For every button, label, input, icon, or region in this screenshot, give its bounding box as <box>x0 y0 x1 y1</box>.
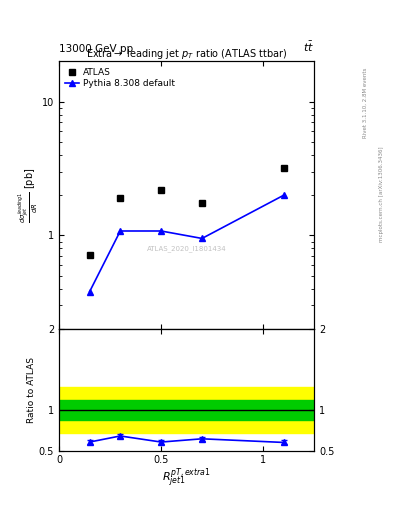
Line: Pythia 8.308 default: Pythia 8.308 default <box>86 191 287 295</box>
Y-axis label: $\frac{d\sigma^{leading1}_{jet}}{dR}$ [pb]: $\frac{d\sigma^{leading1}_{jet}}{dR}$ [p… <box>17 167 40 223</box>
Title: Extra$\rightarrow$ leading jet $p_T$ ratio (ATLAS ttbar): Extra$\rightarrow$ leading jet $p_T$ rat… <box>86 47 287 61</box>
Text: mcplots.cern.ch [arXiv:1306.3436]: mcplots.cern.ch [arXiv:1306.3436] <box>379 147 384 242</box>
ATLAS <box>200 200 204 206</box>
Text: $t\bar{t}$: $t\bar{t}$ <box>303 39 314 54</box>
Pythia 8.308 default <box>118 228 123 234</box>
Legend: ATLAS, Pythia 8.308 default: ATLAS, Pythia 8.308 default <box>63 66 177 90</box>
Bar <box>59 400 314 420</box>
ATLAS <box>159 186 163 193</box>
Text: 13000 GeV pp: 13000 GeV pp <box>59 44 133 54</box>
Y-axis label: Ratio to ATLAS: Ratio to ATLAS <box>27 357 36 423</box>
Pythia 8.308 default <box>87 289 92 295</box>
Line: ATLAS: ATLAS <box>86 164 287 258</box>
Text: ATLAS_2020_I1801434: ATLAS_2020_I1801434 <box>147 245 226 252</box>
Bar <box>59 387 314 433</box>
ATLAS <box>118 195 123 201</box>
Pythia 8.308 default <box>200 236 204 242</box>
Pythia 8.308 default <box>159 228 163 234</box>
ATLAS <box>87 251 92 258</box>
ATLAS <box>281 165 286 171</box>
Pythia 8.308 default <box>281 192 286 198</box>
Text: Rivet 3.1.10, 2.8M events: Rivet 3.1.10, 2.8M events <box>363 67 368 138</box>
X-axis label: $R_{jet1}^{pT,extra1}$: $R_{jet1}^{pT,extra1}$ <box>162 467 211 490</box>
